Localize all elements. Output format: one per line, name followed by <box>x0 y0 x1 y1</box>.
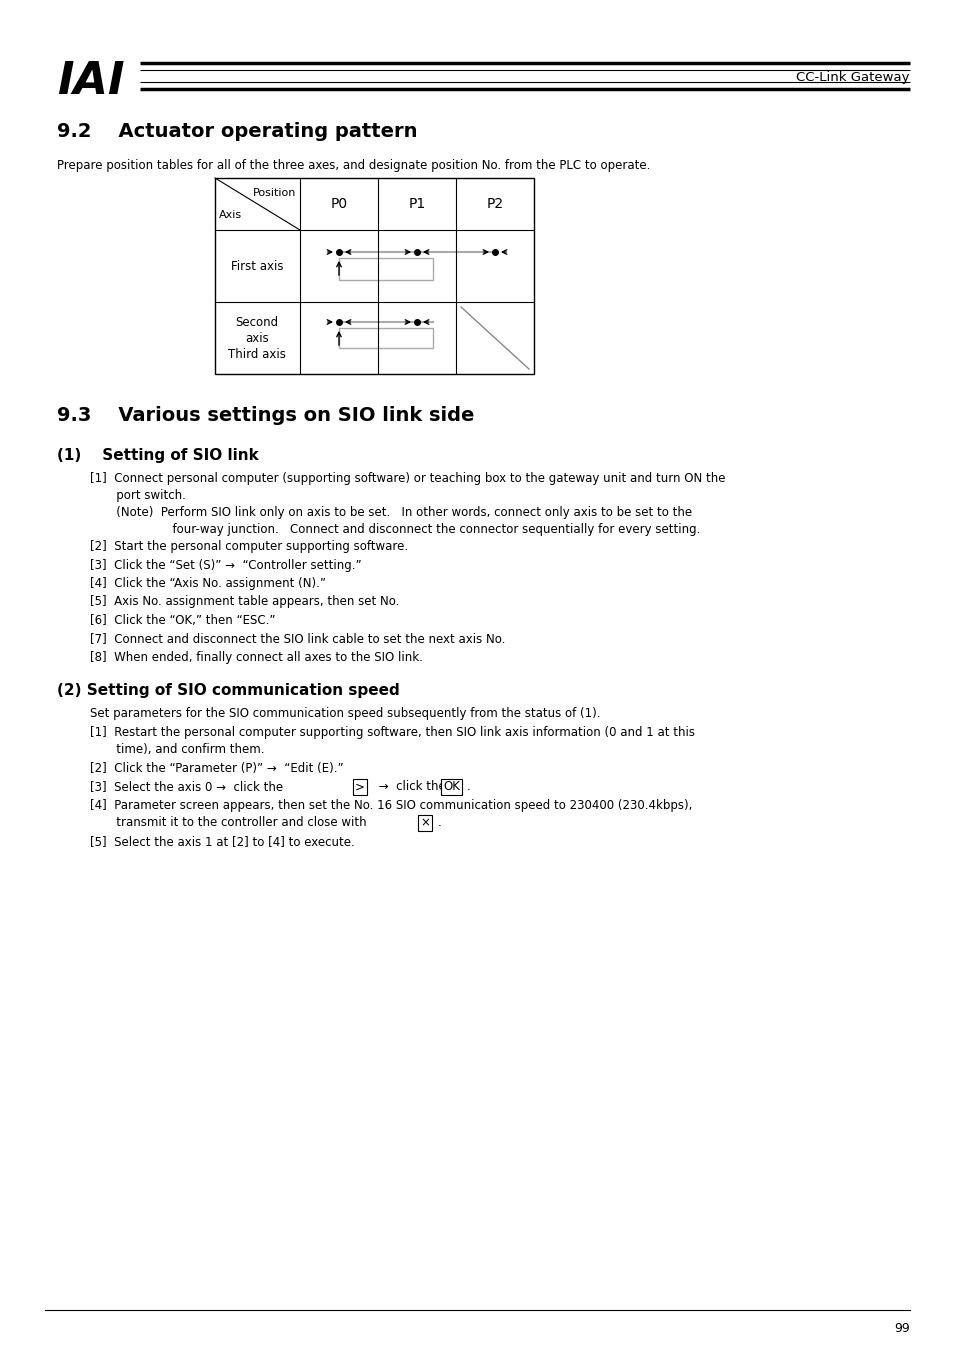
Text: P0: P0 <box>330 197 347 211</box>
Text: P1: P1 <box>408 197 425 211</box>
Text: [2]  Click the “Parameter (P)” →  “Edit (E).”: [2] Click the “Parameter (P)” → “Edit (E… <box>90 762 343 775</box>
Text: First axis: First axis <box>231 259 283 273</box>
Text: 99: 99 <box>893 1323 909 1335</box>
Text: >: > <box>355 781 364 793</box>
Text: [1]  Connect personal computer (supporting software) or teaching box to the gate: [1] Connect personal computer (supportin… <box>90 471 724 501</box>
Text: (2) Setting of SIO communication speed: (2) Setting of SIO communication speed <box>57 684 399 698</box>
Text: [3]  Click the “Set (S)” →  “Controller setting.”: [3] Click the “Set (S)” → “Controller se… <box>90 558 361 571</box>
Text: time), and confirm them.: time), and confirm them. <box>90 743 264 757</box>
Text: [7]  Connect and disconnect the SIO link cable to set the next axis No.: [7] Connect and disconnect the SIO link … <box>90 632 505 646</box>
Text: [6]  Click the “OK,” then “ESC.”: [6] Click the “OK,” then “ESC.” <box>90 613 275 627</box>
Text: .: . <box>467 781 470 793</box>
Text: transmit it to the controller and close with: transmit it to the controller and close … <box>90 816 370 830</box>
Text: CC-Link Gateway: CC-Link Gateway <box>796 72 909 85</box>
Text: [1]  Restart the personal computer supporting software, then SIO link axis infor: [1] Restart the personal computer suppor… <box>90 725 695 739</box>
Text: ×: × <box>419 816 430 830</box>
Text: [5]  Select the axis 1 at [2] to [4] to execute.: [5] Select the axis 1 at [2] to [4] to e… <box>90 835 355 848</box>
Text: P2: P2 <box>486 197 503 211</box>
Text: (1)    Setting of SIO link: (1) Setting of SIO link <box>57 449 258 463</box>
Text: [4]  Click the “Axis No. assignment (N).”: [4] Click the “Axis No. assignment (N).” <box>90 577 326 590</box>
Text: Second
axis
Third axis: Second axis Third axis <box>228 316 286 361</box>
Text: 9.3    Various settings on SIO link side: 9.3 Various settings on SIO link side <box>57 407 474 426</box>
Text: [3]  Select the axis 0 →  click the: [3] Select the axis 0 → click the <box>90 781 287 793</box>
Text: [8]  When ended, finally connect all axes to the SIO link.: [8] When ended, finally connect all axes… <box>90 651 422 663</box>
Text: Set parameters for the SIO communication speed subsequently from the status of (: Set parameters for the SIO communication… <box>90 708 599 720</box>
Text: IAI: IAI <box>57 61 125 104</box>
Bar <box>214 178 534 374</box>
Text: (Note)  Perform SIO link only on axis to be set.   In other words, connect only : (Note) Perform SIO link only on axis to … <box>90 507 700 535</box>
Text: Prepare position tables for all of the three axes, and designate position No. fr: Prepare position tables for all of the t… <box>57 159 650 172</box>
Text: [5]  Axis No. assignment table appears, then set No.: [5] Axis No. assignment table appears, t… <box>90 596 399 608</box>
Text: Axis: Axis <box>219 209 242 220</box>
Bar <box>338 328 433 349</box>
Text: OK: OK <box>442 781 459 793</box>
Bar <box>338 258 433 280</box>
Text: Position: Position <box>253 188 295 199</box>
Text: →  click the: → click the <box>375 781 449 793</box>
Text: [2]  Start the personal computer supporting software.: [2] Start the personal computer supporti… <box>90 540 408 553</box>
Text: [4]  Parameter screen appears, then set the No. 16 SIO communication speed to 23: [4] Parameter screen appears, then set t… <box>90 798 692 812</box>
Text: 9.2    Actuator operating pattern: 9.2 Actuator operating pattern <box>57 122 417 141</box>
Text: .: . <box>437 816 441 830</box>
